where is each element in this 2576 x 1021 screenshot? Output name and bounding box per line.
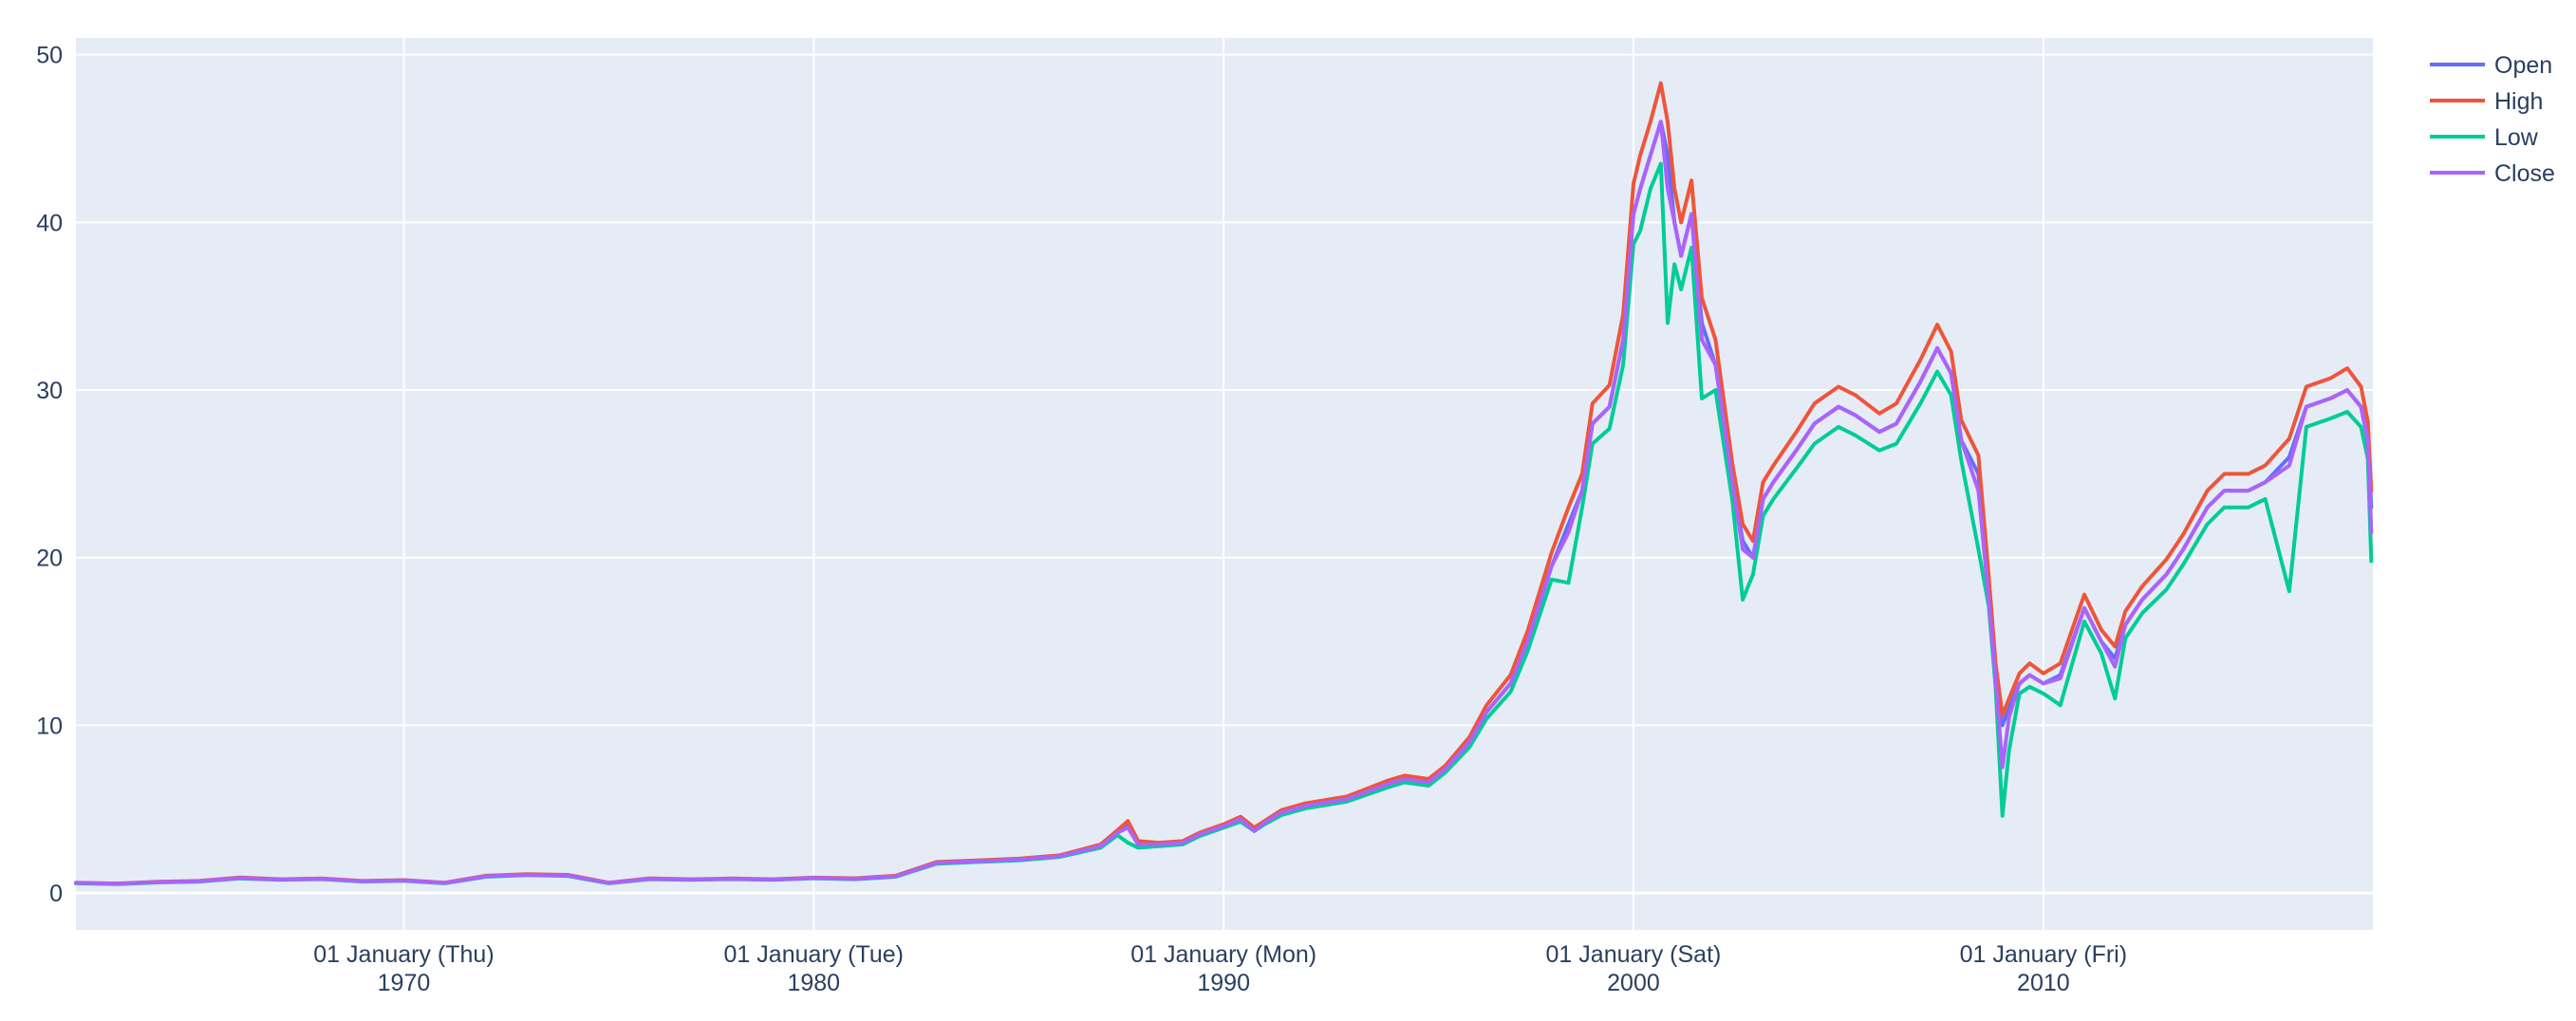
- y-tick-label: 40: [36, 210, 63, 236]
- x-tick-label-day: 01 January (Thu): [313, 941, 494, 968]
- x-tick-label-year: 1980: [787, 970, 840, 996]
- legend-item-close[interactable]: Close: [2430, 160, 2555, 187]
- x-tick-label-year: 1970: [378, 970, 431, 996]
- y-axis-tick-labels: 0 10 20 30 40 50: [36, 43, 63, 907]
- y-tick-label: 0: [49, 881, 63, 907]
- y-tick-label: 30: [36, 378, 63, 404]
- y-tick-label: 10: [36, 713, 63, 739]
- x-tick-label-year: 2000: [1607, 970, 1660, 996]
- legend[interactable]: Open High Low Close: [2430, 52, 2555, 187]
- x-tick-label-day: 01 January (Fri): [1960, 941, 2127, 968]
- gridlines: [76, 38, 2373, 930]
- legend-item-open[interactable]: Open: [2430, 52, 2552, 79]
- x-tick-label-day: 01 January (Sat): [1546, 941, 1722, 968]
- x-axis-tick-labels: 01 January (Thu)1970 01 January (Tue)1980…: [313, 941, 2127, 996]
- x-tick-label-day: 01 January (Mon): [1130, 941, 1316, 968]
- y-tick-label: 20: [36, 546, 63, 572]
- legend-label: Open: [2494, 52, 2552, 79]
- legend-label: Low: [2494, 124, 2539, 151]
- legend-item-high[interactable]: High: [2430, 88, 2543, 115]
- y-tick-label: 50: [36, 43, 63, 69]
- series-line-close: [74, 120, 2374, 886]
- legend-label: High: [2494, 88, 2543, 115]
- series-lines: [74, 81, 2374, 886]
- x-tick-label-year: 1990: [1197, 970, 1250, 996]
- x-tick-label-year: 2010: [2017, 970, 2070, 996]
- legend-label: Close: [2494, 160, 2555, 187]
- legend-item-low[interactable]: Low: [2430, 124, 2539, 151]
- x-tick-label-day: 01 January (Tue): [724, 941, 904, 968]
